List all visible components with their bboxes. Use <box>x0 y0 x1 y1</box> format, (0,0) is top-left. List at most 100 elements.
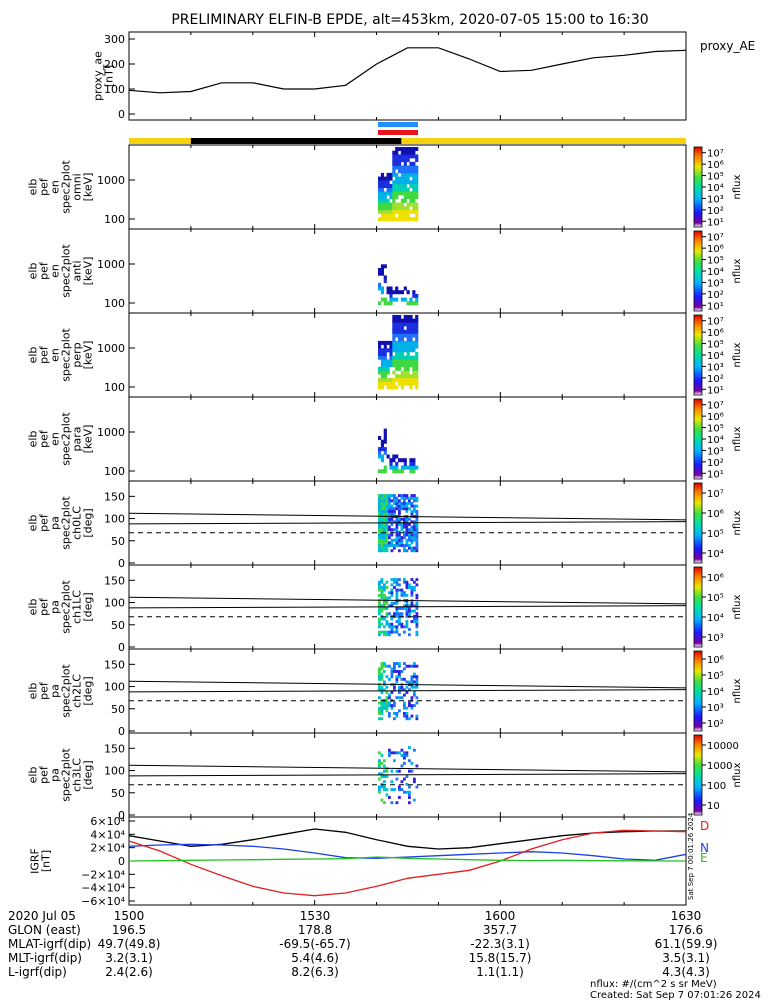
spectrogram-cell <box>392 154 396 159</box>
pa-cell <box>393 667 396 671</box>
colorbar-tick-label: 100 <box>707 781 726 792</box>
pa-cell <box>385 696 389 700</box>
spectrogram-cell <box>409 180 413 185</box>
science-blue-bar <box>378 122 418 127</box>
pa-cell <box>405 712 409 715</box>
colorbar-label: nflux <box>732 426 743 451</box>
spectrogram-cell <box>378 366 382 371</box>
colorbar-label: nflux <box>732 342 743 367</box>
spectrogram-cell <box>406 195 410 200</box>
spectrogram-cell <box>406 381 410 386</box>
pa-cell <box>388 751 391 755</box>
status-bars <box>129 122 686 144</box>
pa-cell <box>388 533 391 537</box>
pa-cell <box>388 693 391 697</box>
pa-cell <box>380 685 384 689</box>
pa-cell <box>395 625 399 629</box>
spectrogram-cell <box>380 340 385 345</box>
spectrogram-cell <box>395 150 399 155</box>
spectrogram-cell <box>380 202 385 207</box>
spectrogram-cell <box>406 465 410 470</box>
spectrogram-cell <box>398 359 402 364</box>
pa-cell <box>415 664 419 668</box>
pa-cell <box>383 688 386 692</box>
pa-cell <box>385 544 389 547</box>
pa-cell <box>385 520 389 524</box>
pa-cell <box>383 669 386 673</box>
pa-cell <box>395 578 399 582</box>
pa-cell <box>398 672 401 676</box>
y-axis-label-line: pef <box>38 597 51 616</box>
pa-cell <box>413 620 416 624</box>
pa-cell <box>395 591 399 595</box>
y-tick-label: 50 <box>111 787 125 800</box>
orbit-cell: 3.2(3.1) <box>105 951 153 965</box>
spectrogram-cell <box>380 213 385 218</box>
pa-cell <box>408 507 411 511</box>
pa-cell <box>410 601 414 605</box>
spectrogram-cell <box>406 315 410 319</box>
spectrogram-cell <box>383 465 387 470</box>
pa-cell <box>385 512 389 516</box>
pa-cell <box>413 507 416 511</box>
pa-cell <box>385 709 389 713</box>
spectrogram-cell <box>400 348 405 353</box>
spectrogram-cell <box>395 195 399 200</box>
spectrogram-cell <box>398 469 402 474</box>
spectrogram-cell <box>389 348 393 353</box>
spectrogram-cell <box>380 447 385 452</box>
spectrogram-cell <box>395 340 399 345</box>
colorbar-tick-label: 10⁴ <box>707 687 724 698</box>
spectrogram-cell <box>398 337 402 342</box>
pa-cell <box>383 496 386 500</box>
spectrogram-cell <box>403 359 407 364</box>
spectrogram-cell <box>406 359 410 364</box>
pa-cell <box>413 580 416 584</box>
spectrogram-cell <box>383 184 387 188</box>
pa-cell <box>383 704 386 708</box>
y-tick-label: 150 <box>104 658 125 671</box>
pa-cell <box>415 596 419 600</box>
pa-cell <box>398 507 401 511</box>
pa-cell <box>405 717 409 721</box>
pa-cell <box>385 612 389 616</box>
pa-cell <box>380 507 384 511</box>
spectrogram-cell <box>383 191 387 196</box>
pa-cell <box>410 501 414 505</box>
spectrogram-cell <box>395 322 399 327</box>
spectrogram-cell <box>409 359 413 364</box>
spectrogram-cell <box>380 172 385 177</box>
spectrogram-cell <box>409 461 413 466</box>
spectrogram-cell <box>406 209 410 214</box>
pa-cell <box>413 748 416 752</box>
spectrogram-cell <box>406 206 410 211</box>
spectrogram-cell <box>406 150 410 155</box>
spectrogram-cell <box>383 366 387 371</box>
spectrogram-cell <box>403 297 407 302</box>
spectrogram-cell <box>415 329 419 334</box>
colorbar <box>693 650 703 732</box>
spectrogram-cell <box>400 147 405 151</box>
spectrogram-cell <box>398 326 402 331</box>
spectrogram-cell <box>412 217 416 222</box>
y-tick-label: 1000 <box>97 174 125 187</box>
spectrogram-cell <box>395 454 399 459</box>
pa-cell <box>380 704 384 708</box>
orbit-cell: 15.8(15.7) <box>469 951 532 965</box>
pa-cell <box>408 523 411 526</box>
y-tick-label: 100 <box>104 513 125 526</box>
pa-cell <box>378 620 381 624</box>
spectrogram-cell <box>406 202 410 207</box>
pa-cell <box>413 520 416 524</box>
orbit-cell: 196.5 <box>112 923 146 937</box>
pa-cell <box>395 593 399 597</box>
pa-cell <box>378 701 381 705</box>
pa-cell <box>403 549 406 553</box>
y-tick-label: −4×10⁴ <box>81 882 125 895</box>
spectrogram-cell <box>403 176 407 181</box>
spectrogram-cell <box>406 191 410 196</box>
pa-cell <box>405 528 409 532</box>
spectrogram-cell <box>412 333 416 338</box>
pa-cell <box>403 688 406 692</box>
pa-cell <box>405 680 409 684</box>
